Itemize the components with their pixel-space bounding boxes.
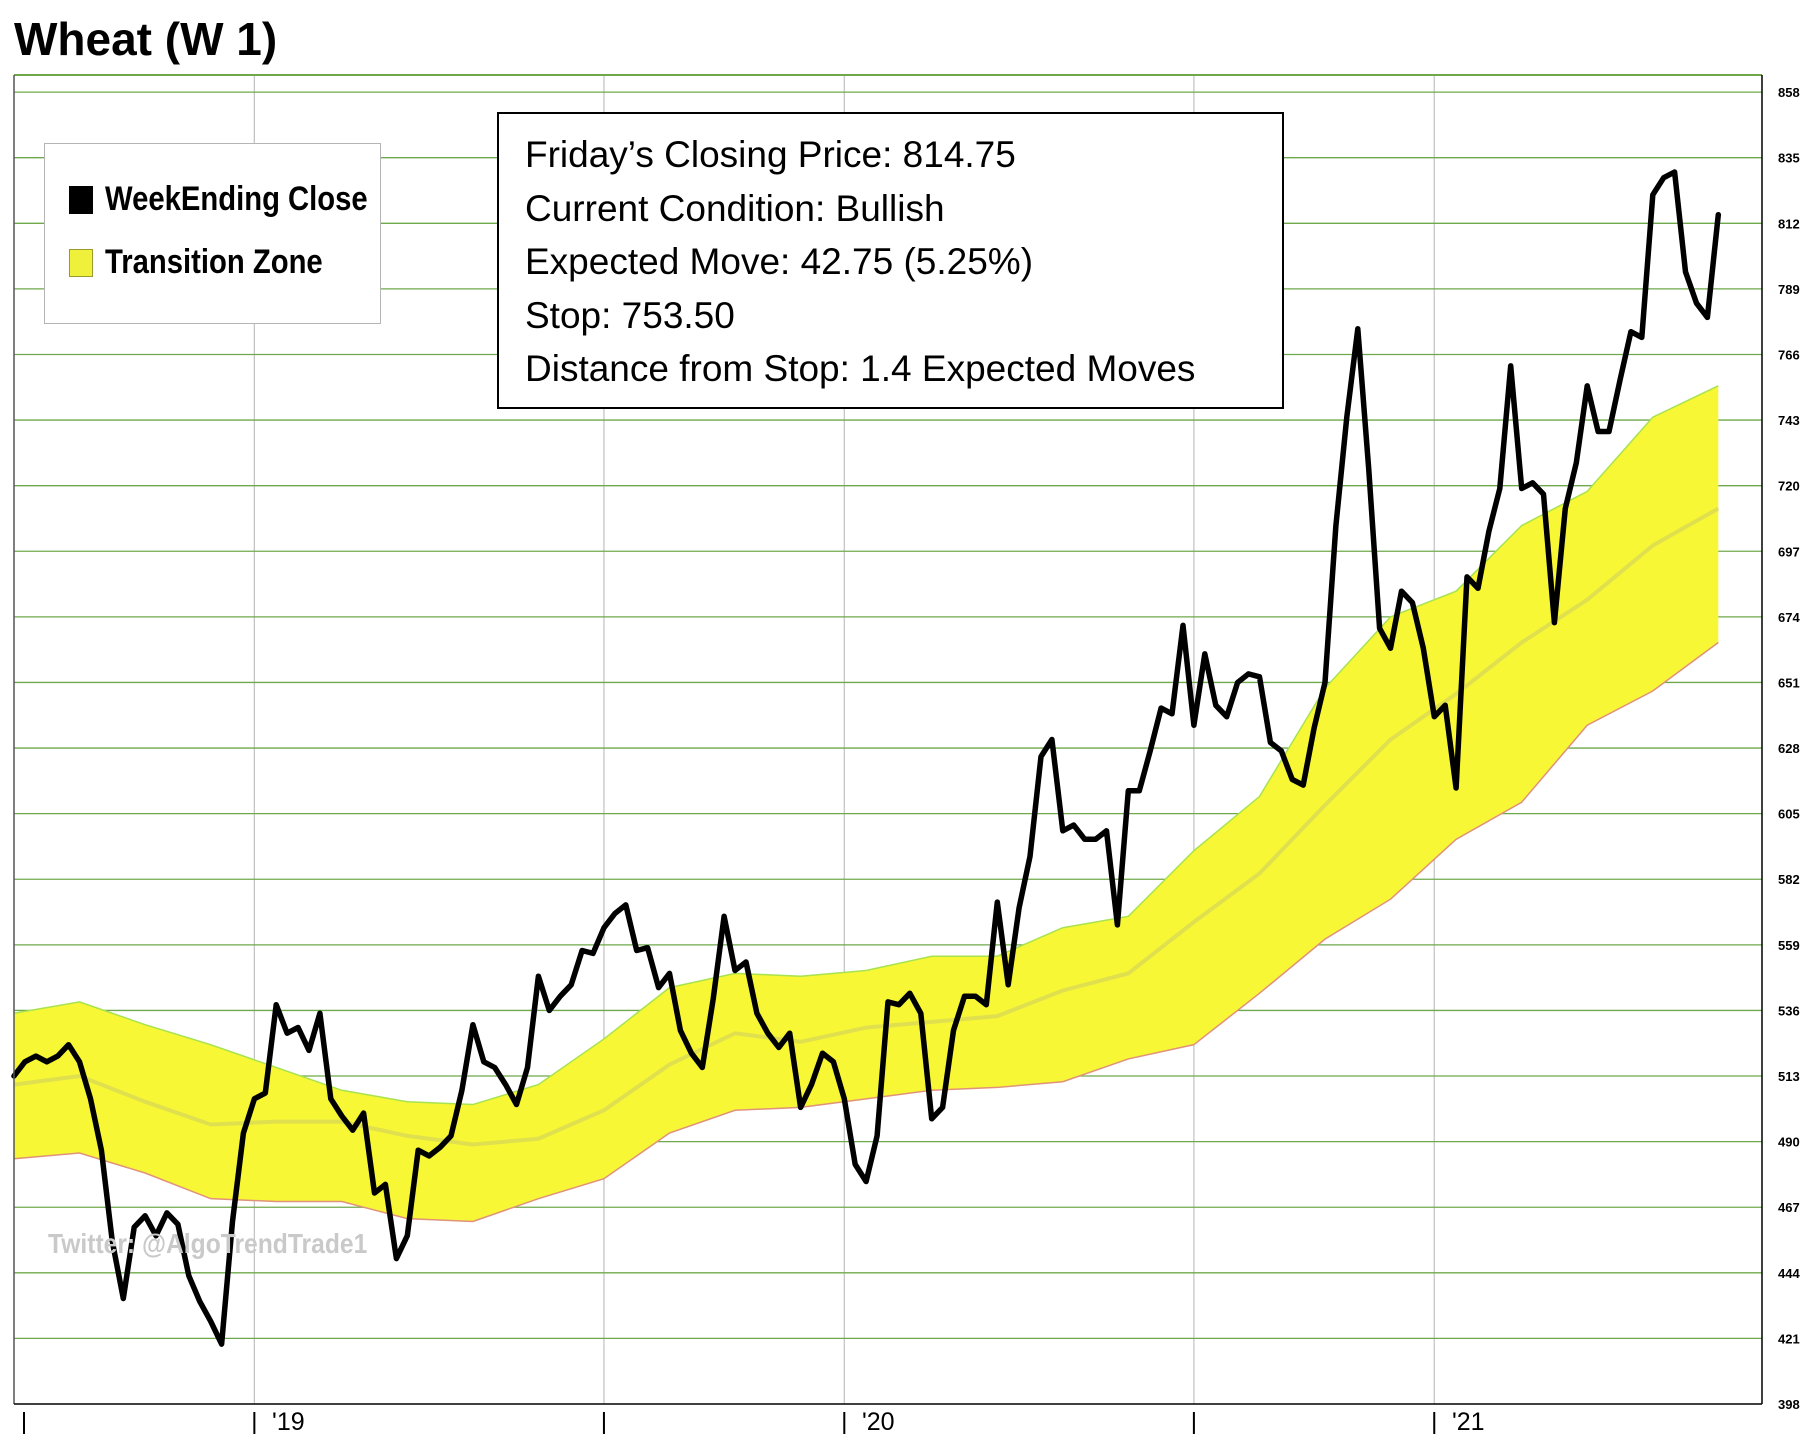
legend: WeekEnding Close Transition Zone <box>44 143 381 324</box>
y-tick-label: 812 <box>1778 216 1800 231</box>
chart-title: Wheat (W 1) <box>14 13 278 65</box>
x-tick-label: '21 <box>1452 1408 1485 1434</box>
y-tick-label: 490 <box>1778 1135 1800 1150</box>
price-line <box>11 169 1722 1347</box>
y-tick-label: 513 <box>1778 1069 1800 1084</box>
legend-label-close: WeekEnding Close <box>105 180 368 218</box>
legend-swatch-zone <box>69 248 93 277</box>
x-tick-label: '19 <box>272 1408 305 1434</box>
watermark-text: Twitter: @AlgoTrendTrade1 <box>48 1228 368 1259</box>
info-box: Friday’s Closing Price: 814.75 Current C… <box>497 112 1284 409</box>
y-tick-label: 789 <box>1778 282 1800 297</box>
legend-swatch-close <box>69 185 93 214</box>
info-stop: Stop: 753.50 <box>525 294 735 336</box>
info-closing-price: Friday’s Closing Price: 814.75 <box>525 134 1016 175</box>
info-expected-move: Expected Move: 42.75 (5.25%) <box>525 241 1034 282</box>
x-tick-label: '20 <box>862 1408 895 1434</box>
zone-area <box>14 385 1719 1222</box>
legend-label-zone: Transition Zone <box>105 243 323 281</box>
x-axis-ticks: '19 '20 '21 <box>23 1408 1485 1434</box>
zone-upper-edge <box>13 385 1719 1106</box>
y-tick-label: 421 <box>1778 1331 1800 1346</box>
info-distance: Distance from Stop: 1.4 Expected Moves <box>525 348 1196 389</box>
legend-item-close: WeekEnding Close <box>69 180 410 219</box>
transition-zone-band <box>13 385 1720 1223</box>
y-tick-label: 858 <box>1778 85 1800 100</box>
y-tick-label: 582 <box>1778 872 1800 887</box>
y-tick-label: 743 <box>1778 413 1800 428</box>
y-tick-label: 651 <box>1778 675 1800 690</box>
info-condition: Current Condition: Bullish <box>525 187 945 229</box>
y-tick-label: 559 <box>1778 938 1800 953</box>
y-tick-label: 835 <box>1778 151 1800 166</box>
y-axis-tick-labels: 398 421 444 467 490 513 536 559 582 605 628 651 674 6… <box>1778 85 1800 1412</box>
y-tick-label: 467 <box>1778 1200 1800 1215</box>
weekending-close-line <box>11 169 1722 1347</box>
y-tick-label: 697 <box>1778 544 1800 559</box>
y-tick-label: 720 <box>1778 479 1800 494</box>
y-tick-label: 398 <box>1778 1397 1800 1412</box>
y-tick-label: 444 <box>1778 1266 1800 1281</box>
y-tick-label: 628 <box>1778 741 1800 756</box>
zone-lower-edge <box>13 641 1719 1223</box>
y-tick-label: 766 <box>1778 347 1800 362</box>
legend-item-zone: Transition Zone <box>69 243 358 282</box>
plot-frame <box>13 74 1763 1405</box>
y-tick-label: 605 <box>1778 807 1800 822</box>
y-tick-label: 536 <box>1778 1003 1800 1018</box>
y-tick-label: 674 <box>1778 610 1800 625</box>
